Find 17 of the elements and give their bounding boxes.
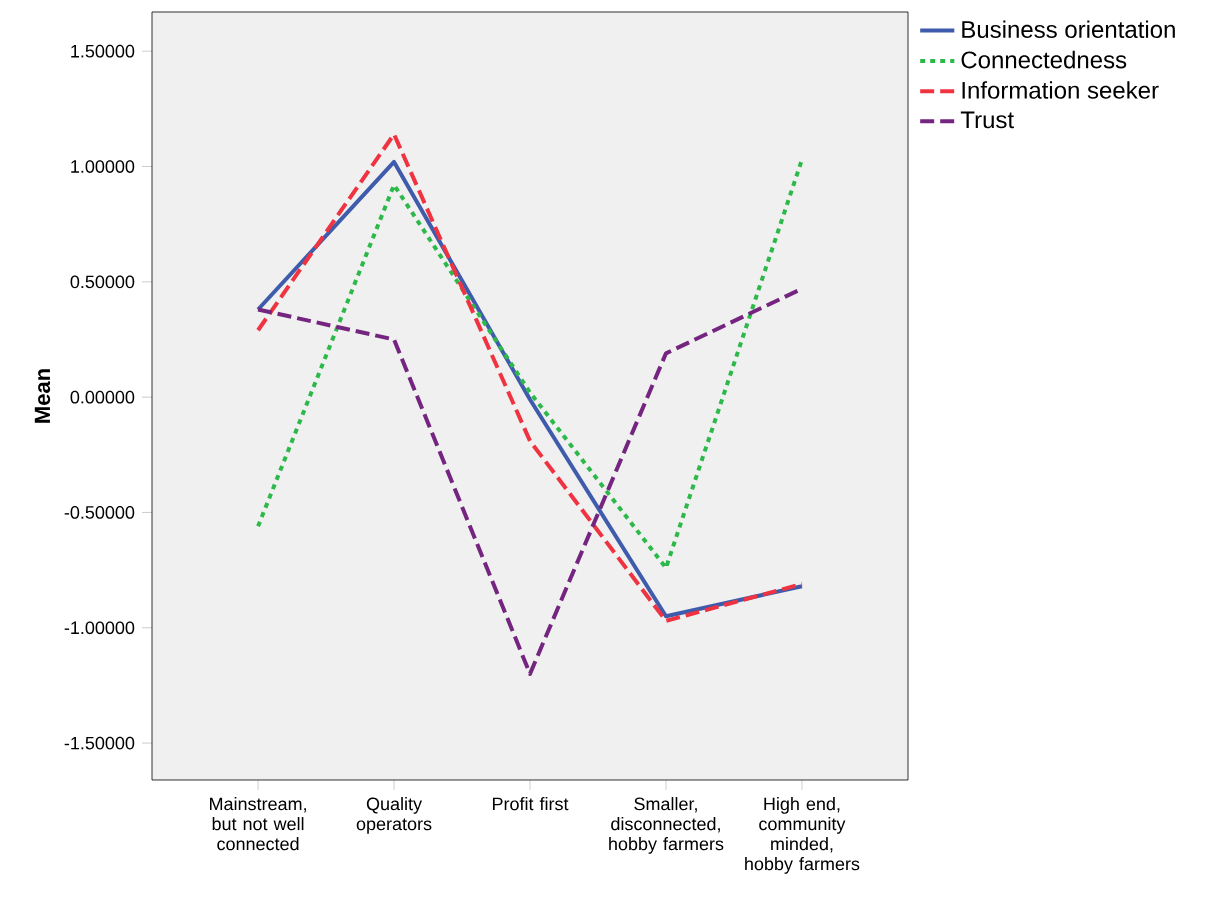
x-tick-label: Profit first [492, 797, 569, 811]
x-tick-label: High end, community minded, hobby farmers [745, 797, 860, 874]
x-tick-label: Mainstream, but not well connected [210, 797, 306, 851]
y-tick-label: -0.50000 [64, 506, 135, 519]
y-tick-label: -1.00000 [64, 621, 135, 635]
y-tick-label: -1.50000 [64, 736, 135, 750]
y-axis-title: Mean [34, 369, 51, 423]
y-tick-label: 0.00000 [70, 390, 135, 404]
legend-label: Information seeker [962, 81, 1159, 99]
y-tick-label: 1.50000 [71, 44, 135, 58]
legend-label: Connectedness [961, 50, 1127, 69]
x-tick-label: Smaller, disconnected, hobby farmers [609, 797, 724, 854]
y-tick-label: 0.50000 [70, 275, 135, 289]
y-tick-label: 1.00000 [71, 160, 135, 173]
x-tick-label: Quality operators [356, 797, 432, 834]
legend-label: Trust [960, 111, 1014, 129]
legend-label: Business orientation [962, 20, 1175, 38]
